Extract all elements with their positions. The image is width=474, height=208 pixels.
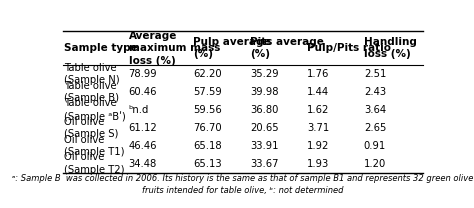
- Text: 33.91: 33.91: [250, 141, 278, 151]
- Text: 3.71: 3.71: [307, 123, 329, 133]
- Text: Table olive
(Sample B): Table olive (Sample B): [64, 81, 119, 103]
- Text: 3.64: 3.64: [364, 105, 386, 115]
- Text: Sample type: Sample type: [64, 43, 138, 53]
- Text: 20.65: 20.65: [250, 123, 279, 133]
- Text: 2.51: 2.51: [364, 69, 386, 79]
- Text: 59.56: 59.56: [193, 105, 222, 115]
- Text: fruits intended for table olive, ᵇ: not determined: fruits intended for table olive, ᵇ: not …: [142, 186, 344, 195]
- Text: 1.93: 1.93: [307, 159, 329, 169]
- Text: Oil olive
(Sample T2): Oil olive (Sample T2): [64, 152, 125, 175]
- Text: Oil olive
(Sample T1): Oil olive (Sample T1): [64, 135, 125, 157]
- Text: Table olive
(Sample N): Table olive (Sample N): [64, 63, 120, 85]
- Text: 57.59: 57.59: [193, 87, 222, 97]
- Text: 61.12: 61.12: [128, 123, 157, 133]
- Text: Average
maximum mass
loss (%): Average maximum mass loss (%): [128, 31, 220, 66]
- Text: Oil olive
(Sample S): Oil olive (Sample S): [64, 116, 119, 139]
- Text: 1.20: 1.20: [364, 159, 386, 169]
- Text: 65.18: 65.18: [193, 141, 221, 151]
- Text: Handling
loss (%): Handling loss (%): [364, 37, 417, 59]
- Text: 62.20: 62.20: [193, 69, 221, 79]
- Text: 76.70: 76.70: [193, 123, 221, 133]
- Text: 35.29: 35.29: [250, 69, 279, 79]
- Text: 65.13: 65.13: [193, 159, 221, 169]
- Text: 2.43: 2.43: [364, 87, 386, 97]
- Text: 1.62: 1.62: [307, 105, 329, 115]
- Text: 39.98: 39.98: [250, 87, 278, 97]
- Text: Table olive
(Sample ᵃBʹ): Table olive (Sample ᵃBʹ): [64, 98, 126, 122]
- Text: Pulp average
(%): Pulp average (%): [193, 37, 271, 59]
- Text: 1.76: 1.76: [307, 69, 329, 79]
- Text: 36.80: 36.80: [250, 105, 278, 115]
- Text: Pits average
(%): Pits average (%): [250, 37, 324, 59]
- Text: 1.44: 1.44: [307, 87, 329, 97]
- Text: ᵇn.d: ᵇn.d: [128, 105, 149, 115]
- Text: ᵃ: Sample B  was collected in 2006. Its history is the same as that of sample B1: ᵃ: Sample B was collected in 2006. Its h…: [12, 174, 474, 183]
- Text: 1.92: 1.92: [307, 141, 329, 151]
- Text: 2.65: 2.65: [364, 123, 386, 133]
- Text: 46.46: 46.46: [128, 141, 157, 151]
- Text: 33.67: 33.67: [250, 159, 278, 169]
- Text: 0.91: 0.91: [364, 141, 386, 151]
- Text: 34.48: 34.48: [128, 159, 157, 169]
- Text: 78.99: 78.99: [128, 69, 157, 79]
- Text: 60.46: 60.46: [128, 87, 157, 97]
- Text: Pulp/Pits ratio: Pulp/Pits ratio: [307, 43, 391, 53]
